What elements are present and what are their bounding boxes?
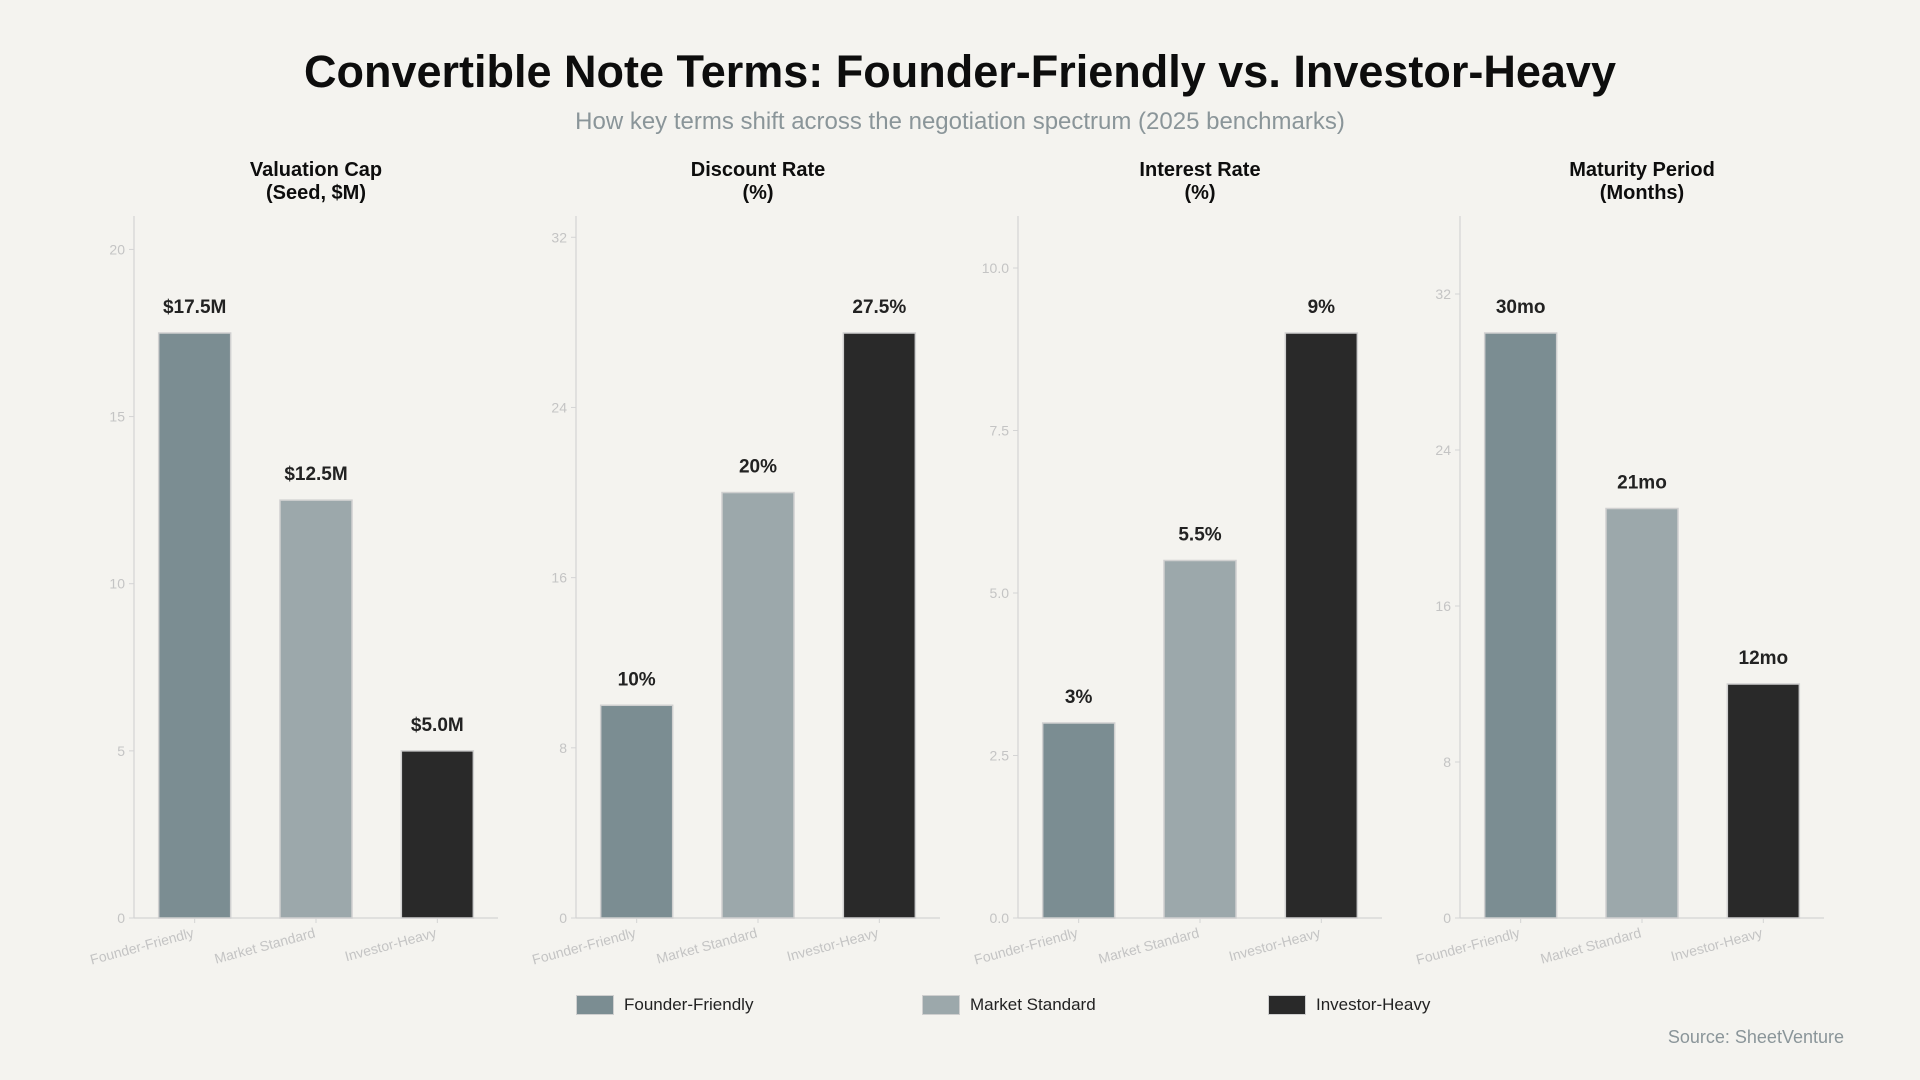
panel-2-title-line-2: (%) [742,182,773,204]
panel-3-category-label-founder-friendly: Founder-Friendly [972,924,1079,967]
panel-2-category-label-founder-friendly: Founder-Friendly [530,924,637,967]
panel-1-category-label-market-standard: Market Standard [213,924,317,966]
panel-1-title-line-2: (Seed, $M) [266,182,366,204]
panel-3-y-tick-label-3: 7.5 [990,423,1010,439]
panel-3-y-tick-label-4: 10.0 [982,260,1009,276]
panel-4-category-label-investor-heavy: Investor-Heavy [1669,924,1764,964]
panel-3-bar-investor-heavy [1284,332,1359,919]
panel-2-data-label-investor-heavy: 27.5% [852,297,906,318]
panel-3-category-label-market-standard: Market Standard [1097,924,1201,966]
panel-4-bar-investor-heavy [1726,683,1801,919]
legend-item-founder-friendly: Founder-Friendly [576,994,753,1016]
panel-2-data-label-founder-friendly: 10% [618,669,656,690]
panel-3-title-line-2: (%) [1184,182,1215,204]
panel-4-y-tick-label-2: 16 [1435,598,1451,614]
panel-3-bar-founder-friendly [1041,722,1116,919]
panel-1-title-line-1: Valuation Cap [250,159,382,181]
panel-2-category-label-market-standard: Market Standard [655,924,759,966]
panel-1-bar-investor-heavy [400,750,475,919]
panel-2-y-tick-label-3: 24 [551,399,567,415]
panel-1-data-label-investor-heavy: $5.0M [411,715,464,736]
panel-4-title-line-1: Maturity Period [1569,159,1715,181]
panel-2-bar-founder-friendly [599,704,674,919]
panel-2-bar-market-standard [721,491,795,919]
panel-4-y-tick-label-4: 32 [1435,286,1451,302]
legend-label-investor-heavy: Investor-Heavy [1316,995,1431,1014]
panel-4-y-tick-label-0: 0 [1443,910,1451,926]
legend-item-investor-heavy: Investor-Heavy [1268,994,1430,1016]
legend-label-founder-friendly: Founder-Friendly [624,995,754,1014]
panel-4-y-tick-label-1: 8 [1443,754,1451,770]
panel-1-y-tick-label-3: 15 [109,409,125,425]
panel-4-y-tick-label-3: 24 [1435,442,1451,458]
panel-2-bar-investor-heavy [842,332,917,919]
panel-1-category-label-founder-friendly: Founder-Friendly [88,924,195,967]
chart-subtitle: How key terms shift across the negotiati… [575,108,1345,135]
panel-4-category-label-founder-friendly: Founder-Friendly [1414,924,1521,967]
chart-title: Convertible Note Terms: Founder-Friendly… [304,46,1616,97]
panel-3-data-label-investor-heavy: 9% [1308,297,1336,318]
panel-4-data-label-founder-friendly: 30mo [1496,297,1546,318]
legend-swatch-founder-friendly [576,995,614,1015]
panel-1-y-tick-label-1: 5 [117,743,125,759]
panel-2-data-label-market-standard: 20% [739,457,777,478]
panel-3-bar-market-standard [1163,559,1237,919]
panel-3-data-label-market-standard: 5.5% [1178,525,1221,546]
panel-1-bar-market-standard [279,499,353,919]
panel-1-y-tick-label-2: 10 [109,576,125,592]
panel-4-data-label-investor-heavy: 12mo [1739,648,1789,669]
legend: Founder-Friendly Market Standard Investo… [0,994,1920,1016]
panel-2-category-label-investor-heavy: Investor-Heavy [785,924,880,964]
panel-4-data-label-market-standard: 21mo [1617,473,1667,494]
panel-1-data-label-market-standard: $12.5M [284,464,347,485]
panel-1-category-label-investor-heavy: Investor-Heavy [343,924,438,964]
panel-3-y-tick-label-2: 5.0 [990,585,1010,601]
panel-2-y-tick-label-4: 32 [551,229,567,245]
panel-3-title-line-1: Interest Rate [1139,159,1260,181]
panel-1-y-tick-label-4: 20 [109,241,125,257]
panel-4-bar-market-standard [1605,507,1679,919]
panel-3-data-label-founder-friendly: 3% [1065,687,1093,708]
legend-item-market-standard: Market Standard [922,994,1096,1016]
panel-3-y-tick-label-0: 0.0 [990,910,1010,926]
legend-swatch-investor-heavy [1268,995,1306,1015]
legend-label-market-standard: Market Standard [970,995,1096,1014]
legend-swatch-market-standard [922,995,960,1015]
panel-3-category-label-investor-heavy: Investor-Heavy [1227,924,1322,964]
panel-2-y-tick-label-2: 16 [551,570,567,586]
panel-4-category-label-market-standard: Market Standard [1539,924,1643,966]
panel-4-bar-founder-friendly [1483,332,1558,919]
panel-1-y-tick-label-0: 0 [117,910,125,926]
panel-1-bar-founder-friendly [157,332,232,919]
source-note: Source: SheetVenture [1667,1027,1844,1047]
panel-4-title-line-2: (Months) [1600,182,1684,204]
panel-2-title-line-1: Discount Rate [691,159,825,181]
panel-2-y-tick-label-1: 8 [559,740,567,756]
panel-1-data-label-founder-friendly: $17.5M [163,297,226,318]
panel-3-y-tick-label-1: 2.5 [990,748,1010,764]
panel-2-y-tick-label-0: 0 [559,910,567,926]
